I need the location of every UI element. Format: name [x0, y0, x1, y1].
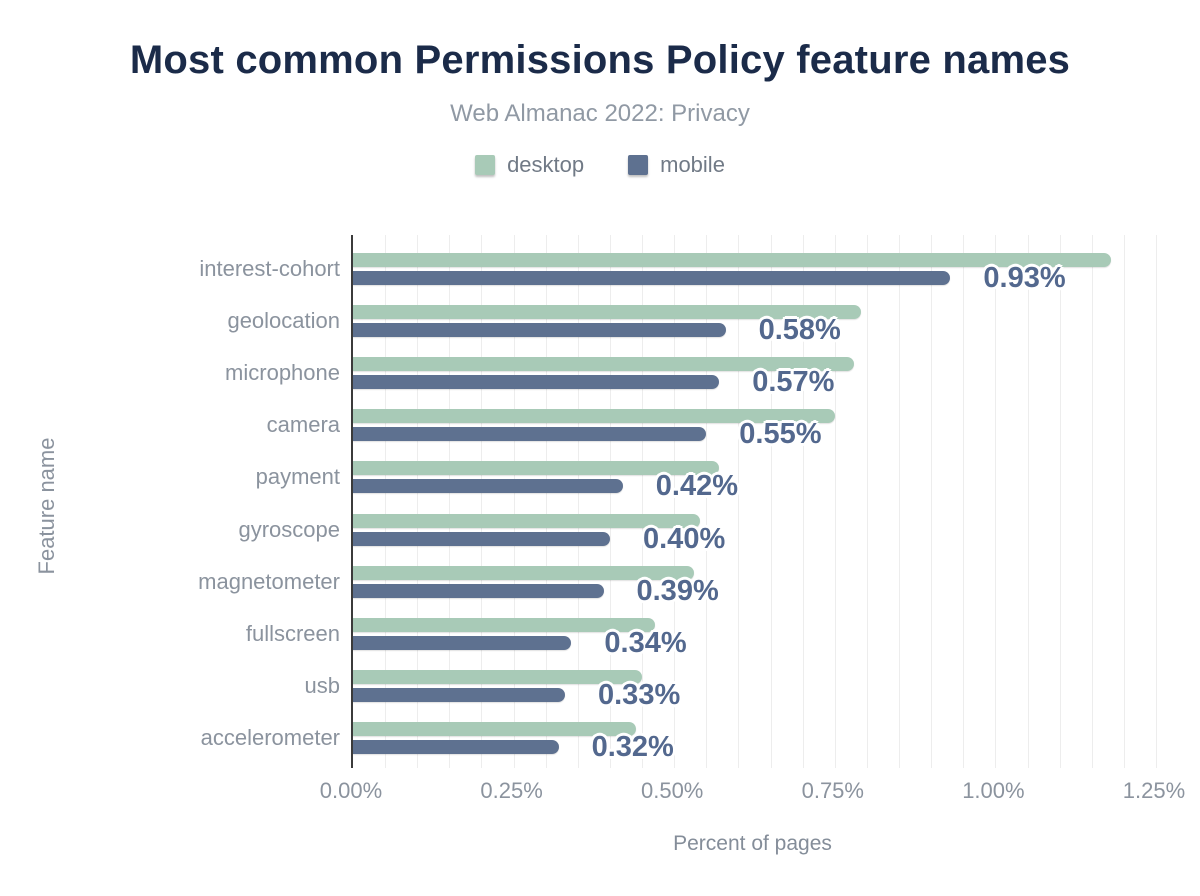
- bar-mobile-magnetometer: [353, 583, 604, 598]
- bar-value-label-fullscreen: 0.34%: [604, 626, 687, 659]
- bar-value-label-geolocation: 0.58%: [758, 314, 841, 347]
- bar-mobile-camera: [353, 427, 707, 442]
- y-axis-labels: interest-cohort geolocation microphone came…: [0, 235, 340, 768]
- gridline: [385, 235, 387, 768]
- gridline: [706, 235, 708, 768]
- gridline: [577, 235, 579, 768]
- bar-value-label-camera: 0.55%: [739, 418, 822, 451]
- x-tick-label-1.00%: 1.00%: [962, 778, 1025, 803]
- category-label-payment: payment: [255, 464, 340, 490]
- category-label-camera: camera: [266, 412, 340, 438]
- bar-desktop-usb: [353, 669, 643, 684]
- x-tick-label-1.25%: 1.25%: [1122, 778, 1186, 803]
- legend-swatch-desktop: [475, 155, 496, 175]
- gridline: [1059, 235, 1061, 768]
- bar-desktop-payment: [353, 461, 720, 476]
- category-label-usb: usb: [304, 672, 340, 698]
- gridline: [1156, 235, 1157, 768]
- bar-desktop-interest-cohort: [353, 253, 1111, 267]
- gridline: [1027, 235, 1029, 768]
- bar-value-label-accelerometer: 0.32%: [591, 730, 674, 763]
- bar-mobile-gyroscope: [353, 531, 610, 546]
- gridline: [995, 235, 997, 768]
- bar-desktop-accelerometer: [353, 721, 636, 736]
- bar-desktop-microphone: [353, 357, 855, 372]
- gridline: [802, 235, 804, 768]
- plot-area: 0.93% 0.58% 0.57% 0.55% 0.42% 0.40% 0.39% 0.34%…: [351, 235, 1157, 768]
- x-tick-label-0.50%: 0.50%: [640, 778, 704, 803]
- gridline: [834, 235, 836, 768]
- bar-mobile-interest-cohort: [353, 271, 951, 285]
- gridline: [738, 235, 740, 768]
- bar-desktop-fullscreen: [353, 617, 655, 632]
- gridline: [642, 235, 644, 768]
- gridline: [931, 235, 933, 768]
- bar-mobile-fullscreen: [353, 635, 572, 650]
- bar-desktop-camera: [353, 409, 835, 424]
- bar-value-label-usb: 0.33%: [598, 678, 681, 711]
- category-label-fullscreen: fullscreen: [245, 620, 340, 646]
- bar-value-label-interest-cohort: 0.93%: [983, 262, 1066, 294]
- bar-value-label-magnetometer: 0.39%: [636, 574, 719, 607]
- legend-label-mobile: mobile: [660, 152, 725, 177]
- chart-title: Most common Permissions Policy feature n…: [129, 38, 1071, 82]
- gridline: [513, 235, 515, 768]
- gridline: [417, 235, 419, 768]
- bar-desktop-magnetometer: [353, 565, 694, 580]
- x-tick-label-0.25%: 0.25%: [480, 778, 543, 803]
- bar-desktop-gyroscope: [353, 513, 700, 528]
- category-label-magnetometer: magnetometer: [198, 568, 340, 594]
- chart-subtitle: Web Almanac 2022: Privacy: [450, 100, 750, 127]
- gridline: [481, 235, 483, 768]
- bar-desktop-geolocation: [353, 305, 861, 320]
- bar-mobile-accelerometer: [353, 739, 559, 754]
- bar-mobile-microphone: [353, 375, 720, 390]
- legend-swatch-mobile: [628, 155, 649, 175]
- gridline: [899, 235, 901, 768]
- gridline: [1123, 235, 1125, 768]
- x-tick-label-0.00%: 0.00%: [319, 778, 383, 803]
- bar-value-label-gyroscope: 0.40%: [643, 522, 726, 555]
- gridline: [545, 235, 547, 768]
- bar-mobile-usb: [353, 687, 565, 702]
- x-axis-title: Percent of pages: [673, 832, 832, 855]
- bar-value-label-microphone: 0.57%: [752, 366, 835, 399]
- gridline: [449, 235, 451, 768]
- bar-mobile-geolocation: [353, 323, 726, 338]
- gridline: [770, 235, 772, 768]
- bar-value-label-payment: 0.42%: [655, 470, 739, 503]
- gridline: [1091, 235, 1093, 768]
- x-axis-labels: 0.00% 0.25% 0.50% 0.75% 1.00% 1.25%: [320, 778, 1185, 804]
- legend-item-desktop: desktop: [475, 152, 584, 178]
- legend: desktop mobile: [0, 152, 1200, 178]
- gridline: [866, 235, 868, 768]
- bar-mobile-payment: [353, 479, 623, 494]
- category-label-gyroscope: gyroscope: [238, 516, 340, 542]
- gridline: [963, 235, 965, 768]
- x-tick-label-0.75%: 0.75%: [801, 778, 864, 803]
- legend-label-desktop: desktop: [507, 152, 585, 177]
- category-label-interest-cohort: interest-cohort: [199, 256, 340, 281]
- category-label-accelerometer: accelerometer: [200, 724, 340, 750]
- gridline: [609, 235, 611, 768]
- gridline: [674, 235, 676, 768]
- category-label-microphone: microphone: [225, 360, 340, 386]
- legend-item-mobile: mobile: [628, 152, 725, 178]
- category-label-geolocation: geolocation: [227, 308, 340, 334]
